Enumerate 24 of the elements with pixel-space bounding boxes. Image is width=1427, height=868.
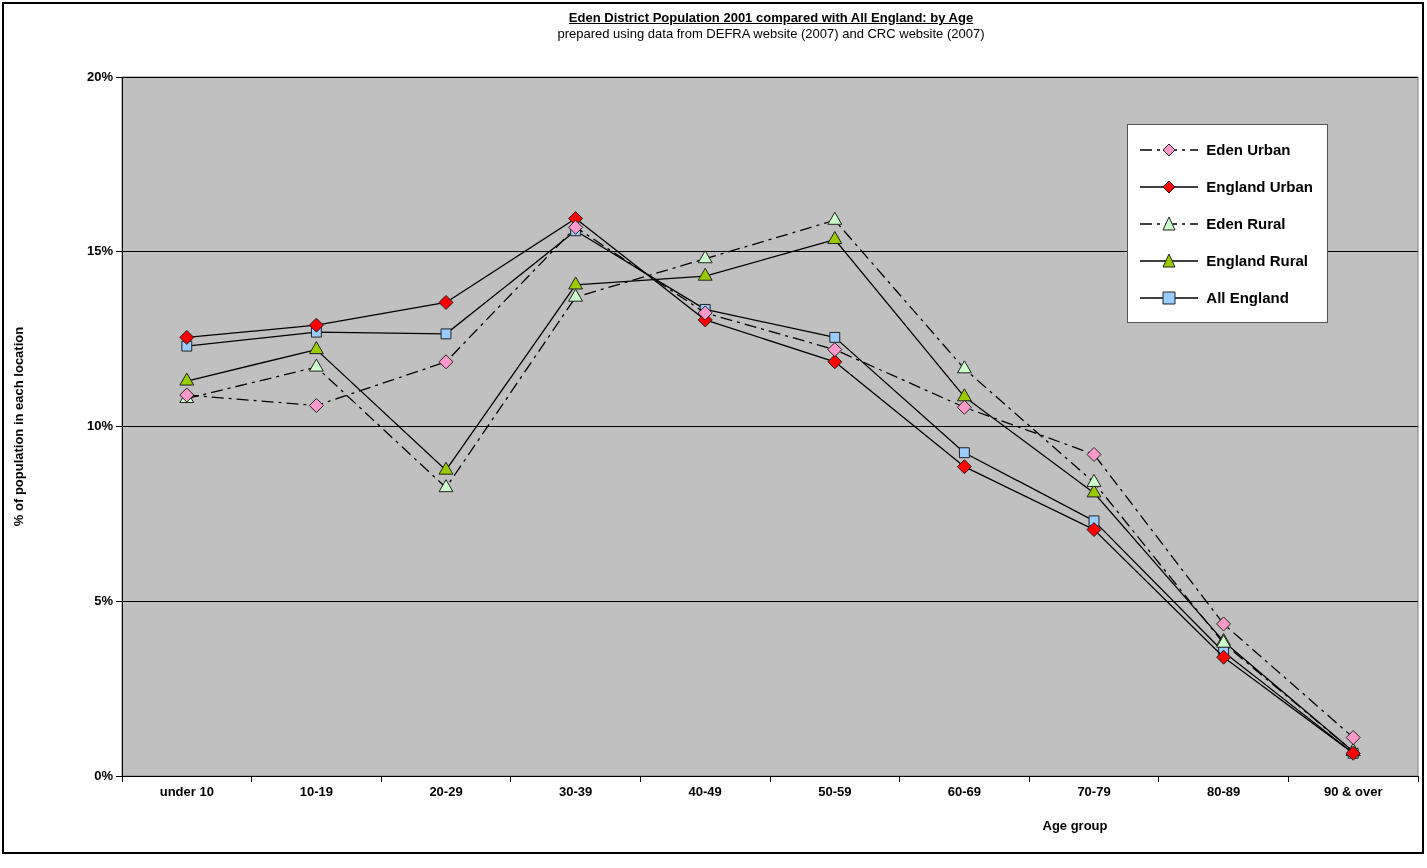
x-tick-label: 80-89 [1206,784,1241,800]
y-tick-label: 0% [94,767,114,783]
legend-label: England Urban [1206,178,1313,195]
x-tick-label: 40-49 [688,784,722,800]
chart-subtitle: prepared using data from DEFRA website (2007) and CRC website (2007) [556,26,986,41]
x-axis-title: Age group [1041,818,1109,833]
y-tick-label: 10% [86,418,114,434]
y-axis-title: % of population in each location [11,326,27,527]
x-tick-label: 30-39 [558,784,593,800]
legend-label: Eden Urban [1206,141,1291,158]
y-tick-label: 5% [94,592,114,608]
legend-label: Eden Rural [1206,215,1286,232]
x-tick-label: 60-69 [947,784,982,800]
legend-label: All England [1206,289,1289,306]
x-tick-label: 10-19 [299,784,334,800]
x-tick-label: 90 & over [1323,784,1383,800]
x-tick-label: 50-59 [818,784,852,800]
legend-label: England Rural [1206,252,1309,269]
chart-title: Eden District Population 2001 compared with All England: by Age [567,10,975,25]
y-tick-label: 20% [86,68,114,84]
x-tick-label: under 10 [159,784,214,800]
x-tick-label: 70-79 [1077,784,1111,800]
x-tick-label: 20-29 [429,784,463,800]
y-tick-label: 15% [86,243,114,259]
